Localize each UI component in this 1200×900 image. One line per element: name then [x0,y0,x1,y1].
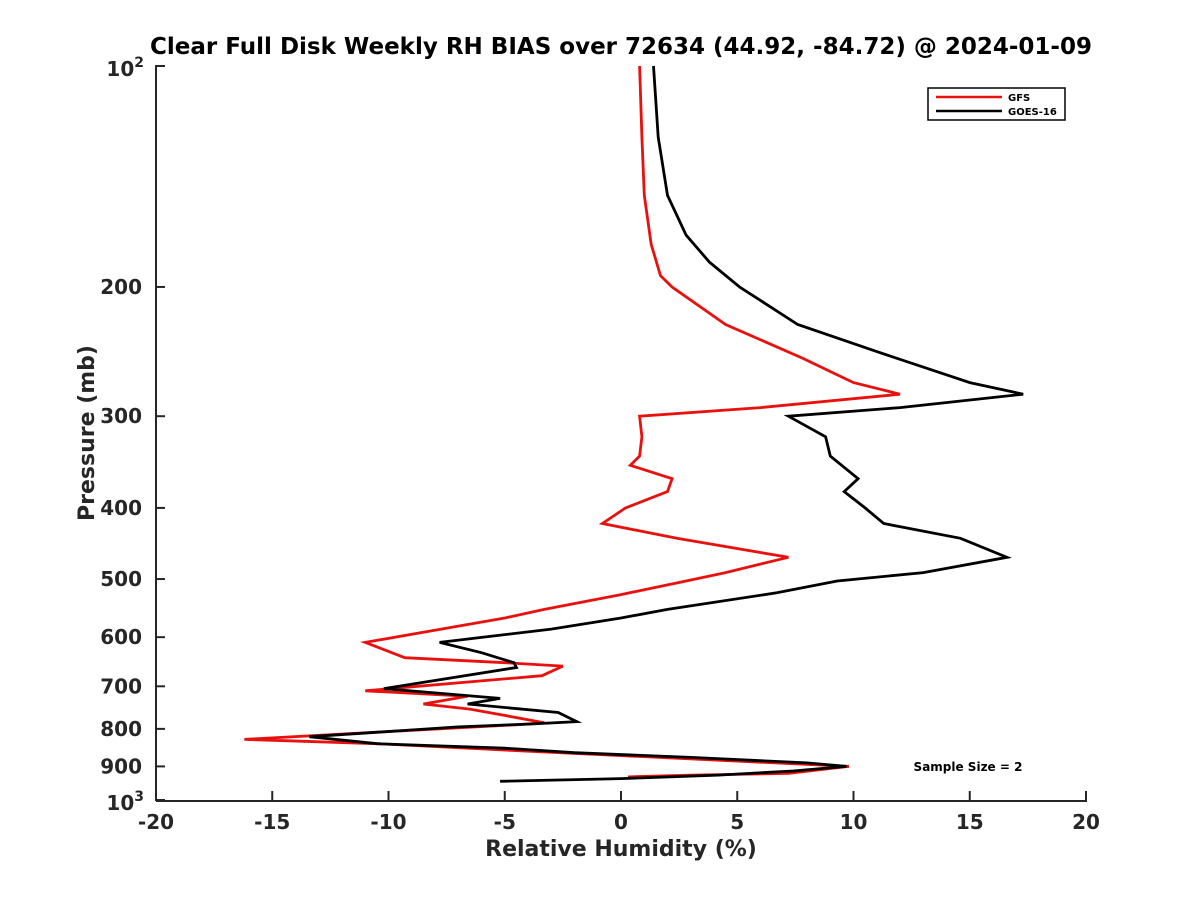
y-tick-label: 103 [106,789,144,815]
y-tick-label-exponent: 2 [134,55,144,71]
y-tick-label: 600 [100,625,142,649]
legend: GFS GOES-16 [927,87,1066,121]
x-ticks: -20 -15 -10 -5 0 5 10 15 20 [138,791,1100,834]
y-tick-label: 102 [106,55,144,81]
x-axis-label: Relative Humidity (%) [485,837,757,862]
x-tick-label: -5 [494,810,516,834]
y-tick-label: 900 [100,754,142,778]
y-tick-label: 200 [100,275,142,299]
series-layer [244,65,1024,783]
x-tick-label: 20 [1072,810,1100,834]
y-tick-label-exponent: 3 [134,789,144,805]
y-tick-label-base: 10 [106,791,134,815]
x-tick-label: 0 [614,810,628,834]
legend-label-gfs: GFS [1008,93,1030,104]
chart-title: Clear Full Disk Weekly RH BIAS over 7263… [150,34,1092,60]
legend-label-goes-16: GOES-16 [1008,107,1057,118]
y-tick-label: 500 [100,567,142,591]
x-tick-label: 5 [730,810,744,834]
series-line-goes-16 [309,65,1024,783]
legend-box [927,87,1066,121]
x-tick-label: -20 [138,810,174,834]
x-tick-label: -10 [370,810,406,834]
y-tick-label: 700 [100,674,142,698]
y-tick-label-base: 10 [106,57,134,81]
x-tick-label: 10 [840,810,868,834]
sample-size-annotation: Sample Size = 2 [914,760,1023,774]
x-tick-label: -15 [254,810,290,834]
y-tick-label: 800 [100,717,142,741]
y-tick-label: 300 [100,404,142,428]
y-tick-label: 400 [100,496,142,520]
y-axis-label: Pressure (mb) [75,345,100,521]
x-tick-label: 15 [956,810,984,834]
